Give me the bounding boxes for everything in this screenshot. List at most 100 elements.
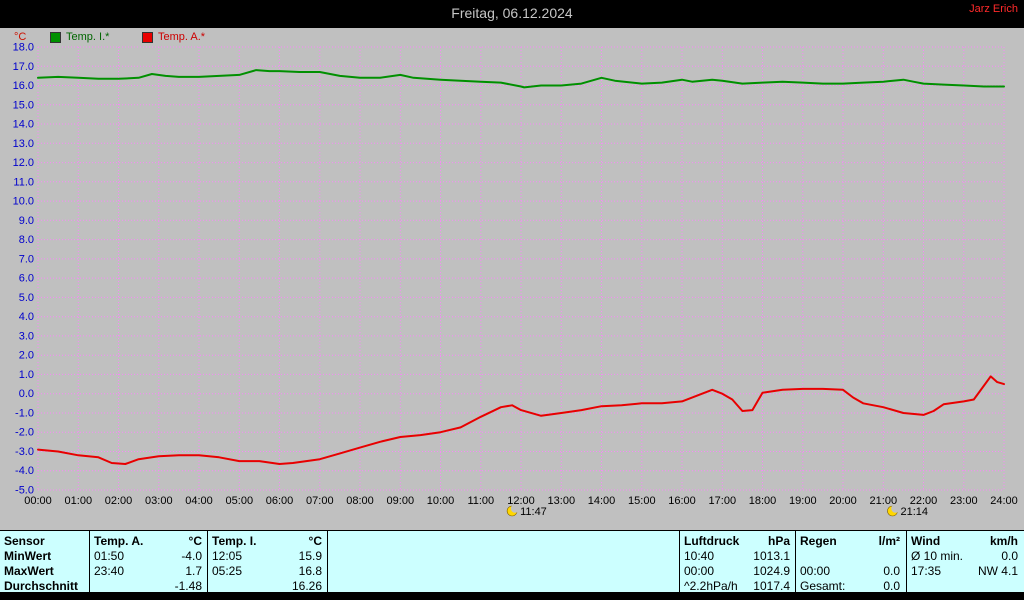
svg-text:16:00: 16:00: [668, 495, 696, 507]
series-line-temp-i: [37, 69, 1005, 89]
temp-i-max-time: 05:25: [212, 563, 243, 578]
wind-avg-label: Ø 10 min.: [911, 548, 964, 563]
svg-text:2.0: 2.0: [19, 350, 34, 362]
pressure-max-time: 00:00: [684, 563, 715, 578]
row-label-maxwert: MaxWert: [4, 563, 54, 578]
svg-text:0.0: 0.0: [19, 388, 34, 400]
svg-text:08:00: 08:00: [346, 495, 374, 507]
rain-total-label: Gesamt:: [800, 578, 846, 593]
svg-text:15.0: 15.0: [13, 99, 34, 111]
chart-area: °C Temp. I.* Temp. A.* 18.0 17.0 16.0 15.0 1…: [0, 28, 1024, 530]
svg-text:9.0: 9.0: [19, 215, 34, 227]
svg-text:17.0: 17.0: [13, 61, 34, 73]
rain-max-time: 00:00: [800, 563, 831, 578]
pressure-name: Luftdruck: [684, 533, 740, 548]
table-divider: [906, 531, 907, 592]
pressure-trend: ^2.2hPa/h: [684, 578, 738, 593]
svg-text:14.0: 14.0: [13, 119, 34, 131]
svg-text:18.0: 18.0: [13, 42, 34, 54]
svg-text:16.0: 16.0: [13, 80, 34, 92]
chart-legend: °C Temp. I.* Temp. A.*: [0, 31, 1024, 47]
table-divider: [679, 531, 680, 592]
table-divider: [207, 531, 208, 592]
wind-unit: km/h: [989, 533, 1018, 548]
legend-swatch-temp-i: [50, 31, 61, 43]
stats-header-sensor: Sensor: [4, 533, 45, 548]
svg-text:8.0: 8.0: [19, 234, 34, 246]
svg-text:5.0: 5.0: [19, 292, 34, 304]
svg-text:00:00: 00:00: [24, 495, 52, 507]
svg-text:-4.0: -4.0: [15, 465, 34, 477]
svg-text:10:00: 10:00: [427, 495, 455, 507]
table-divider: [327, 531, 328, 592]
svg-text:-2.0: -2.0: [15, 427, 34, 439]
stats-section-row-labels: Sensor MinWert MaxWert Durchschnitt: [4, 533, 88, 593]
svg-text:13.0: 13.0: [13, 138, 34, 150]
svg-text:6.0: 6.0: [19, 273, 34, 285]
svg-text:-5.0: -5.0: [15, 485, 34, 497]
temp-a-min-value: -4.0: [181, 548, 202, 563]
temp-a-avg-value: -1.48: [174, 578, 202, 593]
svg-text:02:00: 02:00: [105, 495, 133, 507]
svg-text:11.0: 11.0: [13, 176, 34, 188]
svg-text:01:00: 01:00: [65, 495, 93, 507]
svg-text:18:00: 18:00: [749, 495, 777, 507]
pressure-min-time: 10:40: [684, 548, 715, 563]
author-label: Jarz Erich: [969, 3, 1018, 15]
temp-a-min-time: 01:50: [94, 548, 125, 563]
astro-time-marker: 11:47: [506, 504, 547, 518]
svg-text:1.0: 1.0: [19, 369, 34, 381]
svg-text:3.0: 3.0: [19, 330, 34, 342]
row-label-durchschnitt: Durchschnitt: [4, 578, 79, 593]
legend-label-temp-i: Temp. I.*: [66, 31, 110, 43]
temp-i-max-value: 16.8: [298, 563, 322, 578]
astro-time-marker: 21:14: [887, 504, 929, 518]
table-divider: [89, 531, 90, 592]
temp-a-max-value: 1.7: [185, 563, 202, 578]
wind-max-value: NW 4.1: [977, 563, 1018, 578]
svg-text:-3.0: -3.0: [15, 446, 34, 458]
pressure-max-value: 1024.9: [753, 563, 790, 578]
stats-section-pressure: Luftdruck hPa 10:40 1013.1 00:00 1024.9 ^2.…: [684, 533, 790, 593]
temp-a-name: Temp. A.: [94, 533, 144, 548]
moon-icon-mask: [510, 504, 520, 513]
svg-text:19:00: 19:00: [789, 495, 817, 507]
legend-item-temp-a: Temp. A.*: [142, 31, 205, 43]
footer-bar: [0, 592, 1024, 600]
stats-section-temp-i: Temp. I. °C 12:05 15.9 05:25 16.8 16.26: [212, 533, 322, 593]
svg-text:12:00: 12:00: [507, 495, 535, 507]
svg-text:13:00: 13:00: [548, 495, 576, 507]
temp-i-min-value: 15.9: [298, 548, 322, 563]
wind-max-time: 17:35: [911, 563, 942, 578]
stats-section-wind: Wind km/h Ø 10 min. 0.0 17:35 NW 4.1: [911, 533, 1018, 592]
stats-section-rain: Regen l/m² 00:00 0.0 Gesamt: 0.0: [800, 533, 900, 593]
svg-text:-1.0: -1.0: [15, 408, 34, 420]
svg-text:20:00: 20:00: [829, 495, 857, 507]
svg-text:12.0: 12.0: [13, 157, 34, 169]
title-bar: Freitag, 06.12.2024 Jarz Erich: [0, 0, 1024, 28]
legend-item-temp-i: Temp. I.*: [50, 31, 109, 43]
moon-icon-mask: [891, 504, 900, 513]
grid-lines: [37, 46, 1005, 491]
rain-unit: l/m²: [878, 533, 900, 548]
temperature-chart: 18.0 17.0 16.0 15.0 14.0 13.0 12.0 11.0 10.0 9.0 8…: [13, 42, 1018, 519]
astro-marker-time: 21:14: [901, 506, 929, 518]
svg-text:07:00: 07:00: [306, 495, 334, 507]
axis-tick-labels: 18.0 17.0 16.0 15.0 14.0 13.0 12.0 11.0 10.0 9.0 8…: [13, 42, 1018, 508]
date-title: Freitag, 06.12.2024: [451, 5, 573, 21]
svg-text:14:00: 14:00: [588, 495, 616, 507]
svg-text:4.0: 4.0: [19, 311, 34, 323]
temp-a-unit: °C: [188, 533, 202, 548]
stats-table: Sensor MinWert MaxWert Durchschnitt Temp…: [0, 530, 1024, 593]
temp-i-unit: °C: [308, 533, 322, 548]
svg-text:7.0: 7.0: [19, 253, 34, 265]
row-label-minwert: MinWert: [4, 548, 52, 563]
svg-text:03:00: 03:00: [145, 495, 173, 507]
legend-swatch-temp-a: [142, 31, 153, 43]
svg-text:24:00: 24:00: [990, 495, 1018, 507]
svg-text:04:00: 04:00: [185, 495, 213, 507]
rain-name: Regen: [800, 533, 837, 548]
pressure-unit: hPa: [767, 533, 790, 548]
svg-text:21:00: 21:00: [870, 495, 898, 507]
